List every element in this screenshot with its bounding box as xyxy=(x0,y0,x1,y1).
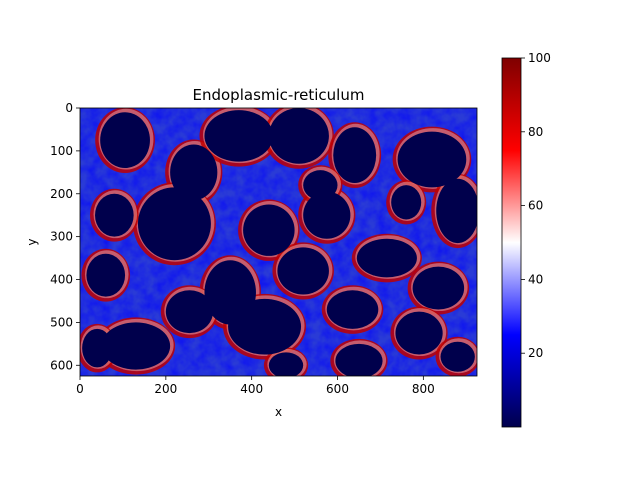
cell-body xyxy=(101,322,171,370)
cell-body xyxy=(95,193,134,237)
y-axis: 0 100 200 300 400 500 600 xyxy=(50,101,80,372)
cell-body xyxy=(440,341,475,372)
y-tick-label: 200 xyxy=(50,187,73,201)
y-tick-label: 400 xyxy=(50,273,73,287)
cell-body xyxy=(165,290,214,334)
x-tick-label: 400 xyxy=(240,382,263,396)
colorbar-tick-label: 20 xyxy=(528,346,543,360)
y-tick-label: 0 xyxy=(65,101,73,115)
cell-body xyxy=(391,185,422,220)
y-tick-label: 600 xyxy=(50,358,73,372)
cell-body xyxy=(412,266,465,310)
colorbar-gradient xyxy=(501,57,522,428)
cell-body xyxy=(326,290,379,329)
x-tick-label: 600 xyxy=(326,382,349,396)
colorbar-tick-label: 100 xyxy=(528,51,551,65)
cell-body xyxy=(82,328,113,368)
x-tick-label: 200 xyxy=(154,382,177,396)
colorbar: 20 40 60 80 100 xyxy=(501,51,551,428)
cell-body xyxy=(277,247,329,295)
cell-body xyxy=(86,253,126,297)
cell-body xyxy=(335,343,383,376)
cell-body xyxy=(137,187,211,261)
cell-body xyxy=(243,204,295,256)
x-tick-label: 0 xyxy=(76,382,84,396)
cell-body xyxy=(228,298,302,355)
y-tick-label: 300 xyxy=(50,230,73,244)
cell-body xyxy=(204,110,274,162)
plot-frame xyxy=(79,107,478,377)
cell-body xyxy=(268,352,304,376)
cell-body xyxy=(170,144,218,201)
cell-body xyxy=(303,170,338,201)
cell-body xyxy=(356,238,417,278)
cell-body xyxy=(303,191,351,239)
x-axis: 0 200 400 600 800 xyxy=(76,376,435,396)
heatmap-image xyxy=(80,108,477,376)
chart-title: Endoplasmic-reticulum xyxy=(193,86,365,104)
cell-body xyxy=(397,131,467,188)
cell-body xyxy=(395,311,443,355)
colorbar-tick-label: 60 xyxy=(528,199,543,213)
cell-body xyxy=(268,108,329,164)
x-axis-label: x xyxy=(275,405,282,419)
cell-body xyxy=(333,127,377,184)
y-axis-label: y xyxy=(25,238,39,245)
y-tick-label: 100 xyxy=(50,144,73,158)
colorbar-tick-label: 80 xyxy=(528,125,543,139)
colorbar-tick-label: 40 xyxy=(528,272,543,286)
x-tick-label: 800 xyxy=(412,382,435,396)
cell-body xyxy=(436,178,477,244)
y-tick-label: 500 xyxy=(50,315,73,329)
cell-body xyxy=(100,112,150,169)
